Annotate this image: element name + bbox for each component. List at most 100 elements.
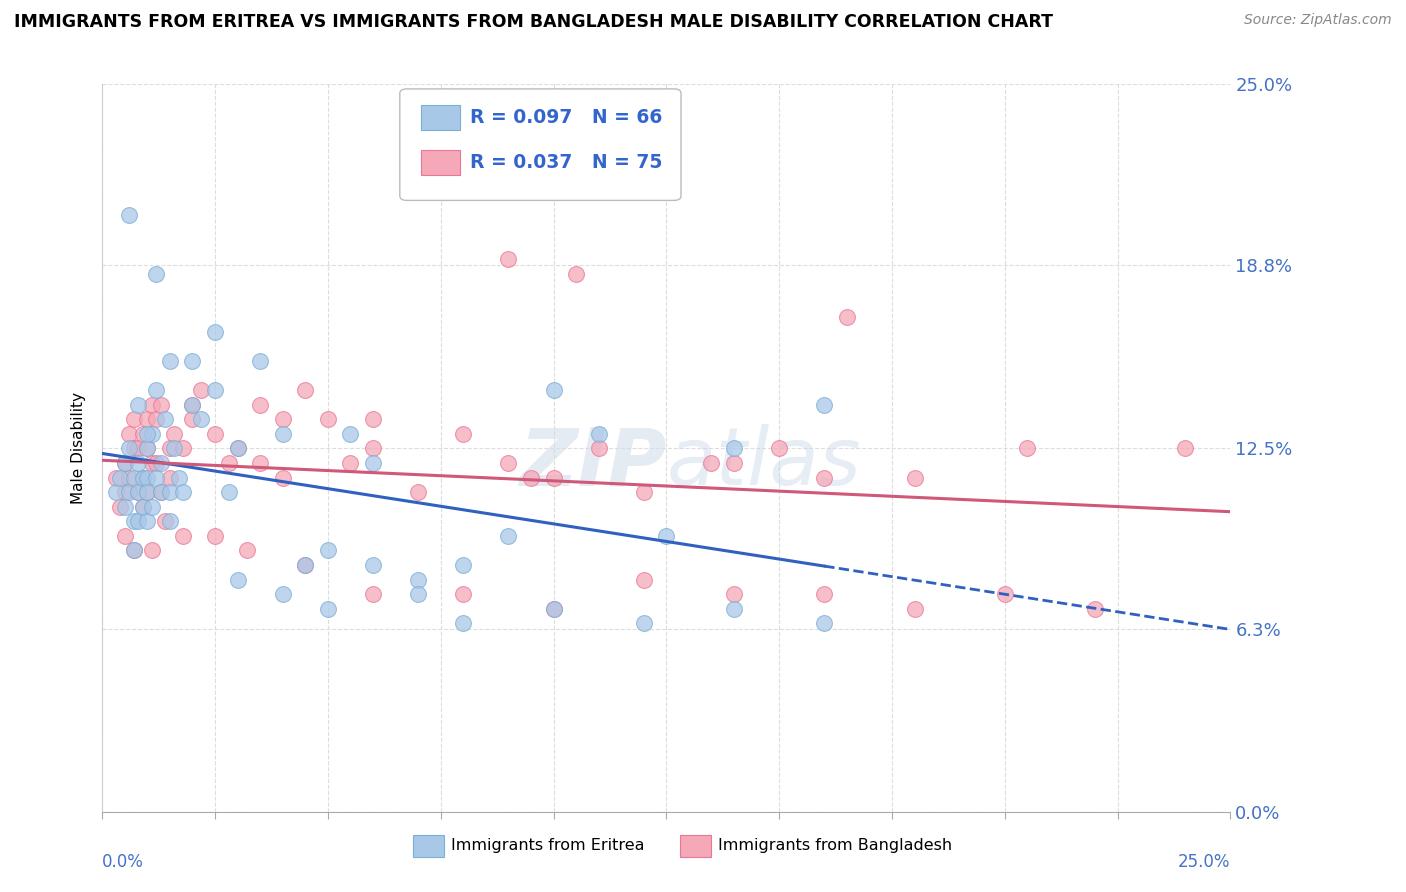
Point — [172, 442, 194, 456]
Point — [110, 470, 132, 484]
Point — [271, 470, 294, 484]
Point — [271, 412, 294, 426]
Point — [110, 500, 132, 514]
Point — [136, 470, 159, 484]
Point — [145, 456, 167, 470]
Point — [249, 456, 271, 470]
Point — [723, 456, 745, 470]
Point — [226, 573, 249, 587]
Point — [543, 601, 565, 615]
Text: ZIP: ZIP — [519, 424, 666, 502]
Point — [633, 573, 655, 587]
Point — [588, 442, 610, 456]
Point — [361, 558, 384, 572]
Point — [498, 252, 520, 267]
Point — [114, 456, 136, 470]
Point — [127, 485, 149, 500]
Point — [141, 456, 163, 470]
Point — [136, 442, 159, 456]
Point — [406, 587, 429, 601]
Point — [118, 426, 141, 441]
Text: R = 0.037   N = 75: R = 0.037 N = 75 — [470, 153, 662, 171]
Point — [204, 383, 226, 397]
Point — [136, 412, 159, 426]
Point — [406, 573, 429, 587]
Point — [155, 412, 177, 426]
Point — [543, 383, 565, 397]
Point — [204, 325, 226, 339]
Point — [218, 456, 240, 470]
Point — [159, 470, 181, 484]
Point — [271, 587, 294, 601]
Point — [122, 412, 145, 426]
Point — [122, 442, 145, 456]
Point — [190, 383, 212, 397]
Point — [163, 426, 186, 441]
Point — [294, 383, 316, 397]
Y-axis label: Male Disability: Male Disability — [72, 392, 86, 505]
Point — [316, 601, 339, 615]
Point — [127, 442, 149, 456]
Point — [249, 398, 271, 412]
Point — [155, 514, 177, 528]
Point — [451, 616, 474, 631]
Point — [149, 398, 172, 412]
Point — [159, 442, 181, 456]
Point — [633, 616, 655, 631]
Point — [903, 601, 925, 615]
Point — [655, 529, 678, 543]
Point — [361, 442, 384, 456]
Point — [114, 529, 136, 543]
Point — [159, 354, 181, 368]
Point — [813, 587, 835, 601]
Point — [141, 543, 163, 558]
Point — [1017, 442, 1039, 456]
Point — [498, 456, 520, 470]
Point — [226, 442, 249, 456]
Point — [132, 470, 155, 484]
Text: R = 0.097   N = 66: R = 0.097 N = 66 — [470, 108, 662, 127]
Point — [145, 267, 167, 281]
Point — [451, 426, 474, 441]
Point — [114, 500, 136, 514]
Point — [145, 383, 167, 397]
Point — [316, 412, 339, 426]
Point — [159, 485, 181, 500]
Point — [118, 485, 141, 500]
Point — [149, 456, 172, 470]
Point — [204, 529, 226, 543]
Point — [994, 587, 1017, 601]
Point — [181, 354, 204, 368]
Point — [181, 398, 204, 412]
Point — [132, 500, 155, 514]
Point — [149, 485, 172, 500]
Point — [723, 601, 745, 615]
Point — [700, 456, 723, 470]
Point — [141, 398, 163, 412]
Point — [114, 456, 136, 470]
Point — [218, 485, 240, 500]
Point — [723, 587, 745, 601]
Text: 0.0%: 0.0% — [103, 853, 143, 871]
Point — [813, 398, 835, 412]
Point — [294, 558, 316, 572]
Point — [136, 485, 159, 500]
Point — [136, 442, 159, 456]
Point — [122, 543, 145, 558]
Point — [136, 426, 159, 441]
Point — [565, 267, 588, 281]
Point — [132, 470, 155, 484]
Point — [835, 310, 858, 325]
Point — [127, 485, 149, 500]
Point — [136, 485, 159, 500]
Point — [271, 426, 294, 441]
Point — [339, 426, 361, 441]
Point — [127, 398, 149, 412]
Point — [498, 529, 520, 543]
Point — [122, 543, 145, 558]
Point — [249, 354, 271, 368]
Text: IMMIGRANTS FROM ERITREA VS IMMIGRANTS FROM BANGLADESH MALE DISABILITY CORRELATIO: IMMIGRANTS FROM ERITREA VS IMMIGRANTS FR… — [14, 13, 1053, 31]
Point — [294, 558, 316, 572]
Point — [190, 412, 212, 426]
Text: 25.0%: 25.0% — [1178, 853, 1230, 871]
